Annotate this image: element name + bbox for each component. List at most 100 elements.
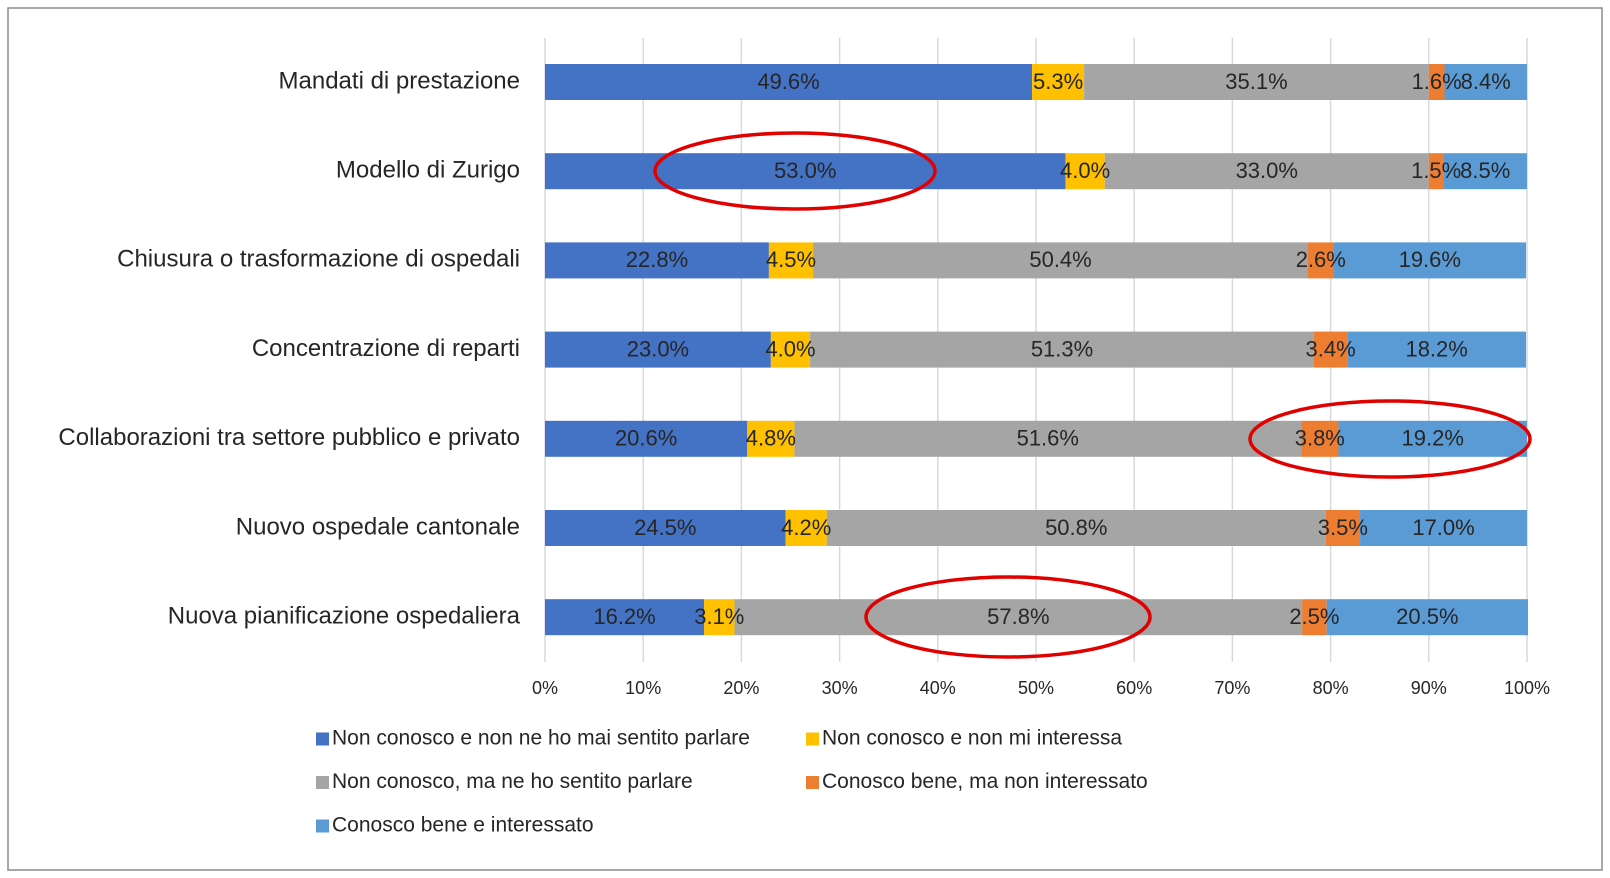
bar-segment <box>1443 153 1527 190</box>
bar-segment <box>1313 331 1348 368</box>
bar-segment <box>1347 331 1527 368</box>
bar-segment <box>1333 242 1527 279</box>
bar-segment <box>1360 510 1527 546</box>
legend: Non conosco e non ne ho mai sentito parl… <box>316 727 1148 837</box>
data-label: 57.8% <box>987 604 1049 629</box>
y-tick-label: Collaborazioni tra settore pubblico e pr… <box>58 424 520 451</box>
bar-segment <box>747 420 795 457</box>
data-label: 50.4% <box>1029 247 1091 272</box>
data-label: 4.2% <box>781 515 831 540</box>
bar-segment <box>545 510 786 546</box>
data-label: 19.2% <box>1402 426 1464 451</box>
frame <box>7 7 1603 871</box>
data-label: 3.5% <box>1318 515 1368 540</box>
data-label: 23.0% <box>627 336 689 361</box>
data-label: 20.6% <box>615 426 677 451</box>
data-label: 24.5% <box>634 515 696 540</box>
legend-label: Non conosco, ma ne ho sentito parlare <box>332 770 693 793</box>
legend-swatch <box>806 776 819 789</box>
highlight-ellipse <box>653 131 937 211</box>
data-label: 16.2% <box>593 604 655 629</box>
highlight-ellipse <box>1248 399 1532 479</box>
x-tick-label: 90% <box>1411 678 1447 698</box>
y-tick-label: Chiusura o trasformazione di ospedali <box>117 246 520 273</box>
data-label: 8.4% <box>1461 69 1511 94</box>
bar-segment <box>770 331 811 368</box>
legend-label: Conosco bene, ma non interessato <box>822 770 1148 793</box>
x-tick-label: 0% <box>532 678 558 698</box>
y-tick-label: Concentrazione di reparti <box>252 335 520 362</box>
data-label: 51.6% <box>1017 426 1079 451</box>
bar-segment <box>1104 153 1429 190</box>
bar-segment <box>545 420 748 457</box>
bar-segment <box>1032 64 1085 100</box>
data-label: 8.5% <box>1460 158 1510 183</box>
legend-swatch <box>316 776 329 789</box>
x-tick-label: 40% <box>920 678 956 698</box>
x-tick-label: 100% <box>1504 678 1550 698</box>
data-label: 4.0% <box>765 336 815 361</box>
annotations <box>653 131 1532 659</box>
x-tick-label: 70% <box>1214 678 1250 698</box>
x-tick-label: 80% <box>1313 678 1349 698</box>
bar-segment <box>1065 153 1105 190</box>
bar-segment <box>545 64 1033 100</box>
bar-segment <box>1326 599 1528 636</box>
bar-segment <box>794 420 1302 457</box>
bar-segment <box>1302 599 1327 636</box>
x-tick-label: 30% <box>822 678 858 698</box>
x-tick-label: 50% <box>1018 678 1054 698</box>
labels: 0% 10% 20% 30% 40% 50% 60% 70% 80% 90% 100% Mandati… <box>58 67 1550 697</box>
data-label: 2.6% <box>1296 247 1346 272</box>
data-label: 1.6% <box>1412 69 1462 94</box>
y-tick-label: Modello di Zurigo <box>336 157 520 184</box>
bars <box>545 64 1528 636</box>
bar-segment <box>813 242 1309 279</box>
data-label: 17.0% <box>1412 515 1474 540</box>
highlight-ellipse <box>864 575 1152 659</box>
data-label: 1.5% <box>1411 158 1461 183</box>
bar-segment <box>1428 64 1445 100</box>
bar-segment <box>1444 64 1527 100</box>
data-label: 3.1% <box>694 604 744 629</box>
bar-segment <box>826 510 1326 546</box>
bar-segment <box>1428 153 1444 190</box>
bar-segment <box>704 599 735 636</box>
data-label: 22.8% <box>626 247 688 272</box>
y-tick-label: Nuovo ospedale cantonale <box>236 513 520 540</box>
data-label: 50.8% <box>1045 515 1107 540</box>
data-label: 51.3% <box>1031 336 1093 361</box>
legend-swatch <box>316 819 329 833</box>
x-tick-label: 10% <box>625 678 661 698</box>
data-label: 4.5% <box>766 247 816 272</box>
legend-swatch <box>806 732 819 746</box>
y-tick-label: Nuova pianificazione ospedaliera <box>168 603 521 630</box>
legend-label: Non conosco e non mi interessa <box>822 727 1122 750</box>
x-tick-label: 20% <box>723 678 759 698</box>
y-tick-label: Mandati di prestazione <box>279 67 520 94</box>
bar-segment <box>810 331 1314 368</box>
bar-segment <box>768 242 814 279</box>
data-label: 49.6% <box>757 69 819 94</box>
data-label: 5.3% <box>1033 69 1083 94</box>
data-label: 33.0% <box>1236 158 1298 183</box>
bar-segment <box>1325 510 1361 546</box>
data-label: 35.1% <box>1225 69 1287 94</box>
bar-segment <box>1084 64 1429 100</box>
data-label: 3.4% <box>1306 336 1356 361</box>
legend-swatch <box>316 732 329 746</box>
bar-segment <box>1338 420 1527 457</box>
bar-segment <box>1301 420 1339 457</box>
data-label: 53.0% <box>774 158 836 183</box>
data-label: 4.8% <box>746 426 796 451</box>
data-label: 18.2% <box>1405 336 1467 361</box>
bar-segment <box>545 153 1066 190</box>
data-label: 4.0% <box>1060 158 1110 183</box>
data-label: 20.5% <box>1396 604 1458 629</box>
data-label: 2.5% <box>1289 604 1339 629</box>
bar-segment <box>1308 242 1334 279</box>
data-label: 19.6% <box>1399 247 1461 272</box>
bar-segment <box>545 599 705 636</box>
